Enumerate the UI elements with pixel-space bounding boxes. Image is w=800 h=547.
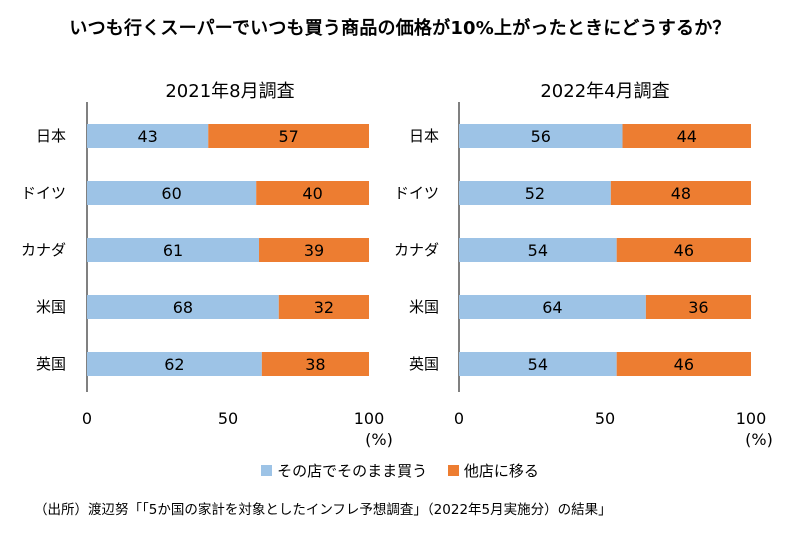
chart-title-1: 2022年4月調査 [540,81,669,102]
page-title: いつも行くスーパーでいつも買う商品の価格が10%上がったときにどうするか？ [69,18,731,39]
x-tick-label-0-2: 100 [354,409,385,428]
bar-0-2-0 [87,238,260,262]
bar-0-0-1 [208,124,369,148]
bar-0-2-1 [259,238,369,262]
bar-1-1-0 [459,181,611,205]
x-tick-label-1-2: 100 [736,409,767,428]
bar-0-1-1 [256,181,369,205]
unit-label-0: (%) [365,430,393,449]
legend-swatch-move [447,465,459,476]
data-label-1-4-0: 54 [528,355,548,374]
bar-1-4-0 [459,352,617,376]
legend-item-move: 他店に移る [447,460,539,481]
data-label-1-1-1: 48 [671,184,691,203]
legend-label-move: 他店に移る [463,462,539,480]
x-tick-label-0-1: 50 [218,409,238,428]
bar-1-2-0 [459,238,617,262]
category-label-0-0: 日本 [36,127,66,145]
category-label-1-2: カナダ [394,241,439,259]
bar-0-3-1 [278,295,369,319]
data-label-0-3-1: 32 [314,298,334,317]
bar-0-4-1 [261,352,369,376]
category-label-0-1: ドイツ [21,184,66,202]
data-label-1-3-0: 64 [542,298,562,317]
x-tick-label-1-1: 50 [595,409,615,428]
bar-1-1-1 [610,181,751,205]
bar-1-3-0 [459,295,646,319]
category-label-1-4: 英国 [409,355,439,373]
category-label-1-3: 米国 [409,298,439,316]
bar-1-0-0 [459,124,623,148]
bar-1-2-1 [616,238,751,262]
data-label-0-4-0: 62 [164,355,184,374]
bar-0-0-0 [87,124,209,148]
bar-1-3-1 [645,295,751,319]
unit-label-1: (%) [745,430,773,449]
data-label-1-3-1: 36 [688,298,708,317]
bar-1-0-1 [622,124,751,148]
chart-title-0: 2021年8月調査 [165,81,294,102]
data-label-1-4-1: 46 [674,355,694,374]
data-label-0-3-0: 68 [173,298,193,317]
data-label-0-4-1: 38 [305,355,325,374]
data-label-0-0-1: 57 [278,127,298,146]
x-tick-label-0-0: 0 [82,409,92,428]
category-label-0-4: 英国 [36,355,66,373]
bar-0-4-0 [87,352,262,376]
data-label-1-0-0: 56 [531,127,551,146]
data-label-1-2-0: 54 [528,241,548,260]
legend-label-stay: その店でそのまま買う [277,462,428,480]
data-label-1-0-1: 44 [677,127,697,146]
data-label-0-1-1: 40 [302,184,322,203]
category-label-1-1: ドイツ [394,184,439,202]
category-label-0-3: 米国 [36,298,66,316]
bar-0-3-0 [87,295,279,319]
data-label-1-1-0: 52 [525,184,545,203]
data-label-0-0-0: 43 [137,127,157,146]
category-label-0-2: カナダ [21,241,66,259]
data-label-0-2-0: 61 [163,241,183,260]
category-label-1-0: 日本 [409,127,439,145]
legend-swatch-stay [261,465,273,476]
data-label-1-2-1: 46 [674,241,694,260]
legend: その店でそのまま買う 他店に移る [0,460,800,481]
bar-1-4-1 [616,352,751,376]
data-label-0-2-1: 39 [304,241,324,260]
data-label-0-1-0: 60 [161,184,181,203]
bar-0-1-0 [87,181,257,205]
x-tick-label-1-0: 0 [454,409,464,428]
legend-item-stay: その店でそのまま買う [261,460,427,481]
source-note: （出所）渡辺努「「5か国の家計を対象としたインフレ予想調査」（2022年5月実施… [34,502,612,518]
